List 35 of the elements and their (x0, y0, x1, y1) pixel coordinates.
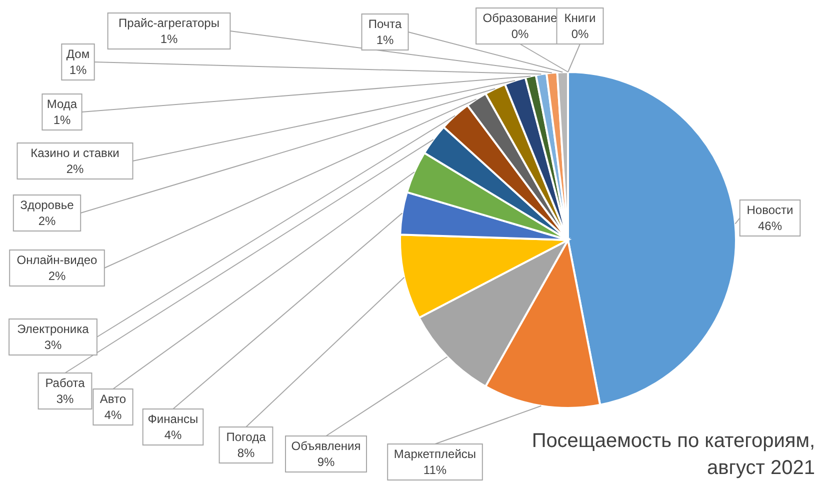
slice-label: Объявления (291, 439, 361, 453)
slice-label: Электроника (17, 322, 90, 336)
data-label: 46% (758, 219, 782, 233)
slice-label: Погода (226, 430, 266, 444)
slice-label: Маркетплейсы (394, 447, 476, 461)
slice-label: Новости (746, 203, 794, 217)
slice-label: Дом (66, 47, 90, 61)
data-label: 9% (317, 455, 335, 469)
data-label: 2% (48, 269, 66, 283)
slice-label: Мода (46, 97, 78, 111)
data-label: 3% (44, 338, 62, 352)
data-label: 3% (56, 392, 74, 406)
data-label: 2% (66, 162, 84, 176)
data-label: 4% (164, 428, 182, 442)
data-label: 11% (423, 463, 447, 477)
slice-label: Работа (45, 376, 86, 390)
data-label: 4% (104, 408, 122, 422)
category-label: Книги (564, 11, 596, 25)
data-label: 1% (160, 32, 178, 46)
data-label: 8% (237, 446, 255, 460)
slice-label: Прайс-агрегаторы (118, 16, 220, 30)
text: Посещаемость по категориям, август 2021 (530, 429, 815, 481)
data-label: 1% (69, 63, 87, 77)
slice-label: Авто (100, 392, 126, 406)
data-label: 2% (38, 214, 56, 228)
data-label: 1% (53, 113, 71, 127)
data-label: 1% (376, 33, 394, 47)
text: 0% (571, 27, 589, 41)
category-label: Образование (482, 11, 558, 25)
slice-label: Финансы (148, 412, 198, 426)
slice-label: Здоровье (20, 198, 74, 212)
text: 0% (511, 27, 529, 41)
slice-label: Казино и ставки (30, 146, 120, 160)
slice-label: Онлайн-видео (16, 253, 98, 267)
slice-label: Почта (368, 17, 402, 31)
